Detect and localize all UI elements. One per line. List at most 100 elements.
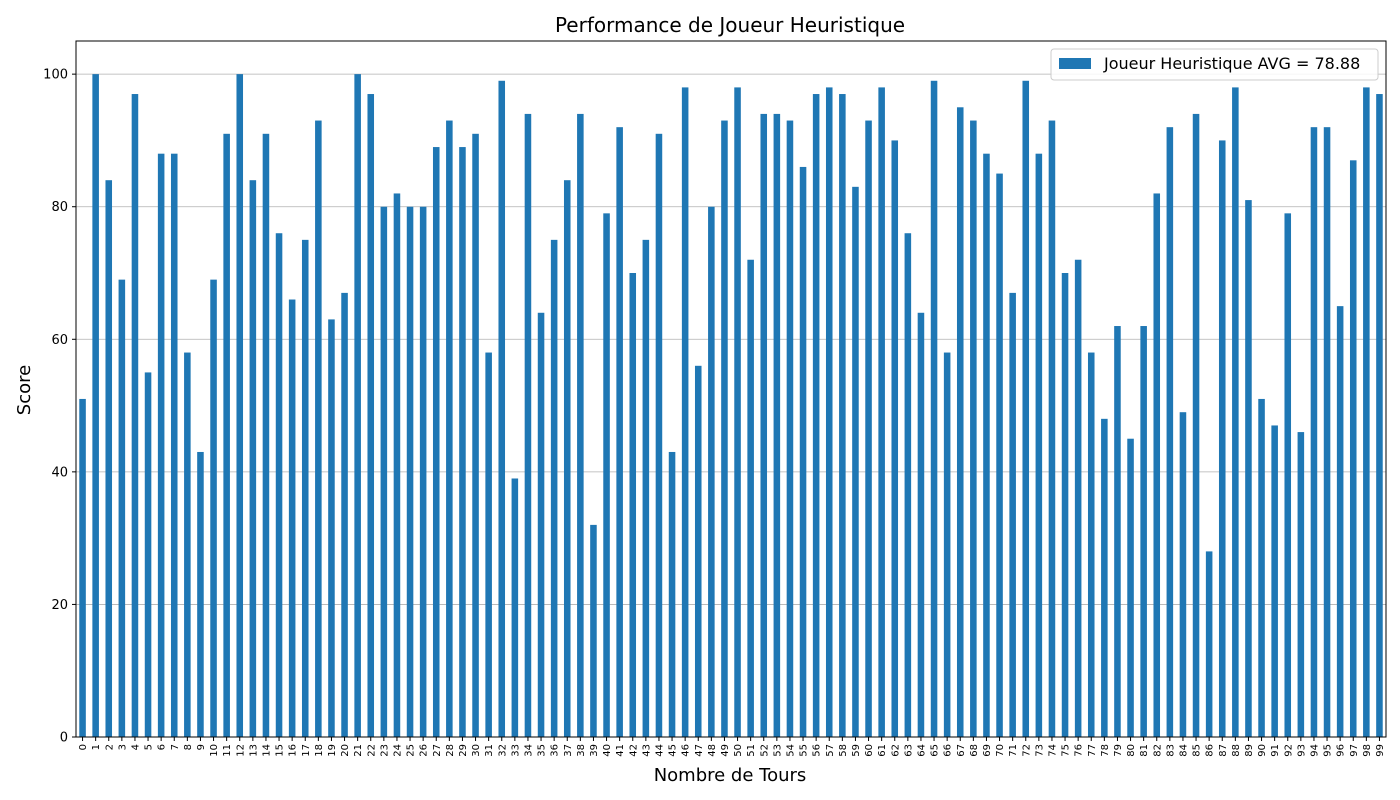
- bar: [852, 186, 859, 738]
- x-tick-label: 16: [288, 744, 299, 757]
- x-tick-label: 92: [1283, 744, 1294, 757]
- x-tick-label: 50: [733, 744, 744, 757]
- bar: [1245, 200, 1252, 738]
- y-tick-label: 0: [60, 731, 68, 746]
- legend: Joueur Heuristique AVG = 78.88: [1050, 48, 1379, 81]
- x-tick-label: 37: [563, 744, 574, 757]
- x-tick-label: 0: [78, 744, 89, 750]
- x-tick-label: 99: [1375, 744, 1386, 757]
- x-tick-label: 67: [956, 744, 967, 757]
- x-tick-label: 23: [379, 744, 390, 757]
- x-tick-label: 11: [222, 744, 233, 757]
- bar: [1009, 292, 1016, 737]
- bar: [943, 352, 951, 737]
- x-tick-label: 73: [1034, 744, 1045, 757]
- x-tick-label: 25: [406, 744, 417, 757]
- legend-label: Joueur Heuristique AVG = 78.88: [1103, 54, 1360, 73]
- bar: [629, 273, 637, 737]
- bar: [616, 127, 623, 737]
- y-tick-label: 80: [51, 200, 68, 215]
- bar: [891, 140, 899, 737]
- bar: [341, 292, 348, 737]
- x-tick-label: 81: [1139, 744, 1150, 757]
- y-gridlines: [76, 73, 1386, 738]
- bar: [1153, 193, 1161, 737]
- x-tick-label: 2: [104, 744, 115, 750]
- bar: [642, 239, 650, 737]
- bar: [839, 94, 846, 738]
- x-tick-label: 10: [209, 744, 220, 757]
- y-axis-label: Score: [14, 365, 35, 415]
- bar: [825, 87, 833, 737]
- bar: [996, 173, 1003, 738]
- bar: [1284, 213, 1292, 738]
- bar: [1087, 352, 1095, 737]
- bar: [655, 133, 663, 738]
- x-tick-label: 13: [248, 744, 259, 757]
- x-tick-label: 61: [877, 744, 888, 757]
- x-tick-label: 58: [838, 744, 849, 757]
- bar: [1127, 438, 1134, 737]
- x-tick-label: 12: [235, 744, 246, 757]
- bar: [511, 478, 519, 737]
- bar: [184, 352, 191, 737]
- x-tick-label: 41: [615, 744, 626, 757]
- y-tick-label: 40: [51, 465, 68, 480]
- bar: [1205, 551, 1213, 737]
- bar: [1218, 140, 1226, 737]
- chart-title: Performance de Joueur Heuristique: [555, 13, 905, 37]
- x-tick-label: 63: [903, 744, 914, 757]
- x-tick-label: 47: [694, 744, 705, 757]
- bar: [563, 180, 571, 737]
- bar: [144, 372, 152, 737]
- x-tick-label: 45: [668, 744, 679, 757]
- bar: [354, 74, 361, 737]
- x-tick-label: 26: [419, 744, 430, 757]
- bar: [970, 120, 977, 738]
- bar: [380, 206, 388, 737]
- x-tick-label: 46: [681, 744, 692, 757]
- bar: [301, 239, 309, 737]
- bar: [878, 87, 885, 737]
- bar: [157, 153, 165, 737]
- bar: [223, 133, 230, 738]
- bar: [406, 206, 414, 737]
- bar: [131, 94, 139, 738]
- x-tick-label: 4: [130, 744, 141, 750]
- legend-box: [1050, 48, 1379, 81]
- x-tick-label: 3: [117, 744, 128, 750]
- bar: [197, 451, 204, 737]
- x-tick-label: 1: [91, 744, 102, 750]
- x-tick-label: 90: [1257, 744, 1268, 757]
- y-axis-ticks: 0 20 40 60 80 100: [43, 68, 76, 746]
- x-tick-label: 57: [825, 744, 836, 757]
- x-tick-label: 38: [576, 744, 587, 757]
- bar: [1022, 80, 1030, 738]
- x-tick-label: 76: [1074, 744, 1085, 757]
- x-tick-label: 93: [1296, 744, 1307, 757]
- x-tick-label: 95: [1323, 744, 1334, 757]
- x-tick-label: 28: [445, 744, 456, 757]
- bar: [485, 352, 492, 737]
- bar: [773, 113, 781, 737]
- x-tick-label: 87: [1218, 744, 1229, 757]
- x-tick-label: 62: [890, 744, 901, 757]
- x-tick-label: 71: [1008, 744, 1019, 757]
- legend-swatch: [1059, 58, 1091, 69]
- x-tick-label: 55: [799, 744, 810, 757]
- x-tick-label: 49: [720, 744, 731, 757]
- x-tick-label: 19: [327, 744, 338, 757]
- bar: [812, 94, 820, 738]
- x-tick-label: 51: [746, 744, 757, 757]
- bar: [1258, 398, 1265, 737]
- x-tick-label: 83: [1165, 744, 1176, 757]
- bar: [956, 107, 964, 738]
- bar: [550, 239, 558, 737]
- x-tick-label: 44: [654, 744, 665, 757]
- x-tick-label: 78: [1100, 744, 1111, 757]
- x-tick-label: 66: [943, 744, 954, 757]
- bar: [105, 180, 113, 737]
- bar: [747, 259, 754, 737]
- bar: [118, 279, 126, 737]
